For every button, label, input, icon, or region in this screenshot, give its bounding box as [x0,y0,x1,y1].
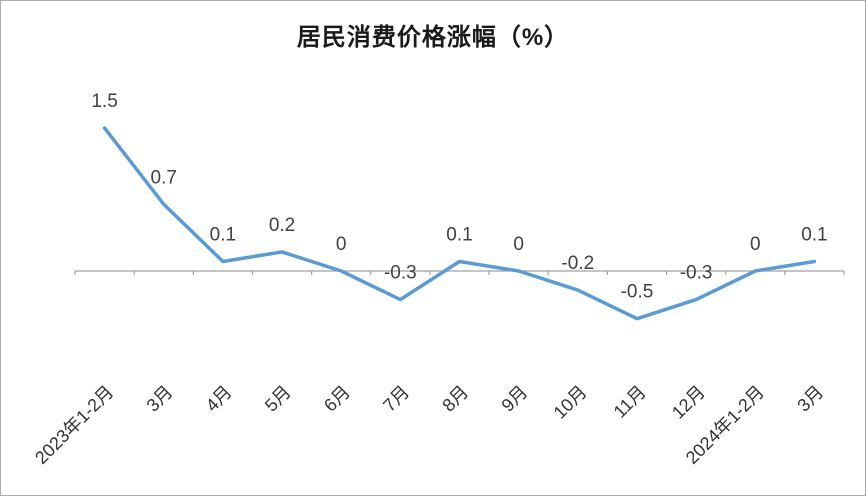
x-axis-tick-label: 12月 [668,382,709,423]
x-axis-tick-label: 8月 [438,382,472,416]
data-point-label: 0.1 [210,224,236,245]
data-point-label: 0.2 [269,215,295,236]
x-axis-tick-label: 2023年1-2月 [31,382,117,468]
data-point-label: -0.5 [621,282,654,303]
cpi-series-line [102,126,817,321]
x-axis-tick-label: 11月 [610,382,650,422]
data-point-label: 0.7 [151,167,177,188]
x-axis-tick-label: 9月 [498,382,532,416]
x-axis-tick-label: 4月 [202,382,236,416]
data-point-label: 0 [336,234,347,255]
x-axis-tick-label: 6月 [320,382,354,416]
x-axis-tick-label: 3月 [143,382,177,416]
data-point-label: -0.2 [561,253,594,274]
x-axis-tick-label: 7月 [379,382,413,416]
data-point-label: 0.1 [801,224,827,245]
data-point-label: 0.1 [446,224,472,245]
data-point-label: 1.5 [91,91,117,112]
data-point-label: -0.3 [384,263,417,284]
chart-title: 居民消费价格涨幅（%） [296,24,570,51]
x-axis-tick-label: 5月 [261,382,295,416]
data-point-label: -0.3 [680,263,713,284]
x-axis-tick-label: 3月 [793,382,827,416]
data-point-label: 0 [750,234,761,255]
x-axis-tick-label: 10月 [550,382,591,423]
data-point-label: 0 [513,234,524,255]
